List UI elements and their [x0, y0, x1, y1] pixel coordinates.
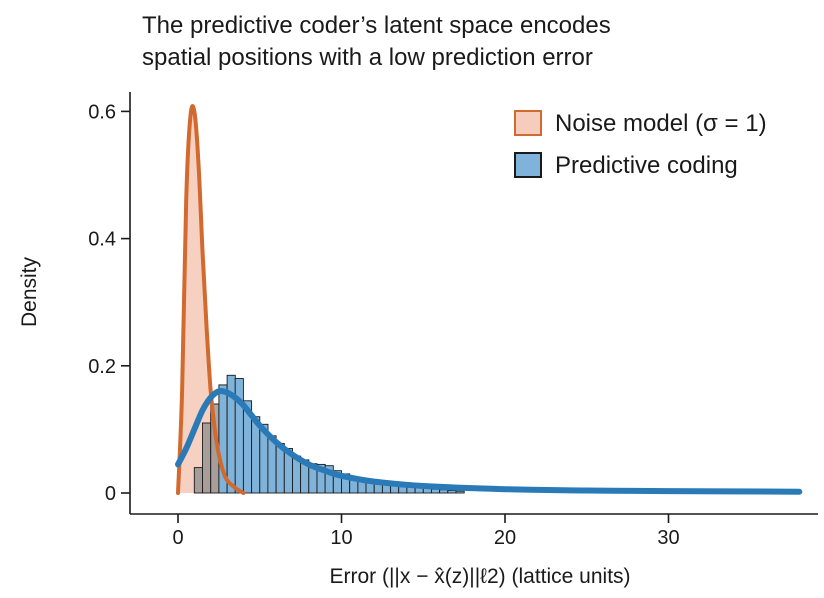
chart-title: The predictive coder’s latent space enco… [142, 10, 611, 74]
x-tick-label: 20 [494, 527, 516, 549]
x-tick-label: 30 [657, 527, 679, 549]
noise-model-line [176, 104, 246, 495]
density-curves [175, 104, 803, 495]
y-tick-label: 0.6 [88, 101, 116, 123]
plot-frame [129, 92, 818, 515]
histogram-bar [202, 422, 212, 494]
chart-title-line1: The predictive coder’s latent space enco… [142, 12, 611, 39]
legend-label: Predictive coding [555, 152, 738, 179]
histogram-bar [447, 490, 457, 494]
x-axis-label: Error (||x − x̂(z)||ℓ2) (lattice units) [329, 565, 630, 588]
y-tick-label: 0.2 [88, 356, 116, 378]
histogram-bar [439, 489, 449, 494]
y-tick-label: 0 [105, 483, 116, 505]
legend-label: Noise model (σ = 1) [555, 110, 767, 137]
y-tick-label: 0.4 [88, 229, 116, 251]
predictive-coding-line [175, 387, 803, 495]
histogram-bar [455, 490, 465, 494]
x-tick-label: 0 [172, 527, 183, 549]
x-tick-label: 10 [330, 527, 352, 549]
legend-swatch [514, 110, 542, 136]
axis-ticks: 0 0.2 0.4 0.6 0 10 20 30 [88, 101, 679, 549]
legend: Noise model (σ = 1) Predictive coding [514, 110, 767, 179]
y-axis-label: Density [18, 256, 41, 327]
noise-model-area [178, 106, 244, 493]
chart-title-line2: spatial positions with a low prediction … [142, 44, 593, 71]
histogram-bars [193, 374, 465, 494]
histogram-bar [193, 467, 203, 494]
legend-swatch [514, 152, 542, 178]
noise-model-fill [178, 106, 244, 493]
